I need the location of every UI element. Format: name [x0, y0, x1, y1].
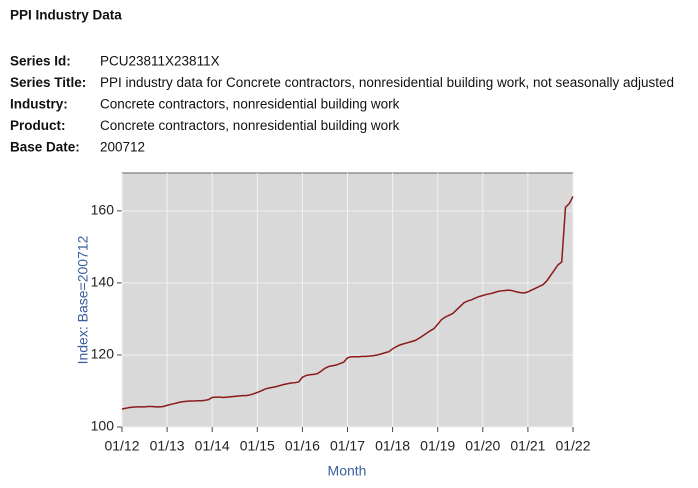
field-label: Product:	[10, 118, 66, 133]
plot	[121, 196, 574, 410]
grid: 100 120 140 160 01/12 01/13 01/14 01/15 01/16 01/…	[91, 173, 591, 454]
y-tick-label: 120	[91, 346, 115, 362]
x-tick-label: 01/13	[150, 438, 185, 454]
x-tick-label: 01/17	[330, 438, 365, 454]
x-tick-label: 01/21	[510, 438, 545, 454]
x-tick-label: 01/14	[195, 438, 230, 454]
data-line	[121, 196, 574, 410]
x-tick-label: 01/19	[420, 438, 455, 454]
x-tick-label: 01/15	[240, 438, 275, 454]
field-label: Industry:	[10, 97, 68, 112]
field-value: Concrete contractors, nonresidential bui…	[100, 97, 400, 112]
field-label: Series Title:	[10, 75, 86, 90]
field-value: 200712	[100, 140, 145, 155]
x-tick-label: 01/18	[375, 438, 410, 454]
x-tick-label: 01/22	[555, 438, 590, 454]
y-tick-label: 100	[91, 418, 115, 434]
field-value: Concrete contractors, nonresidential bui…	[100, 118, 400, 133]
y-tick-label: 140	[91, 274, 115, 290]
field-label: Series Id:	[10, 54, 71, 69]
series-info: Series Id: PCU23811X23811X Series Title: PP…	[10, 54, 674, 155]
y-axis-label: Index: Base=200712	[75, 235, 91, 364]
y-tick-label: 160	[91, 202, 115, 218]
x-tick-label: 01/20	[465, 438, 500, 454]
field-label: Base Date:	[10, 140, 80, 155]
x-axis-label: Month	[328, 463, 367, 479]
page-title: PPI Industry Data	[10, 8, 122, 23]
field-value: PCU23811X23811X	[100, 54, 220, 69]
x-tick-label: 01/12	[104, 438, 139, 454]
x-tick-label: 01/16	[285, 438, 320, 454]
field-value: PPI industry data for Concrete contracto…	[100, 75, 674, 90]
